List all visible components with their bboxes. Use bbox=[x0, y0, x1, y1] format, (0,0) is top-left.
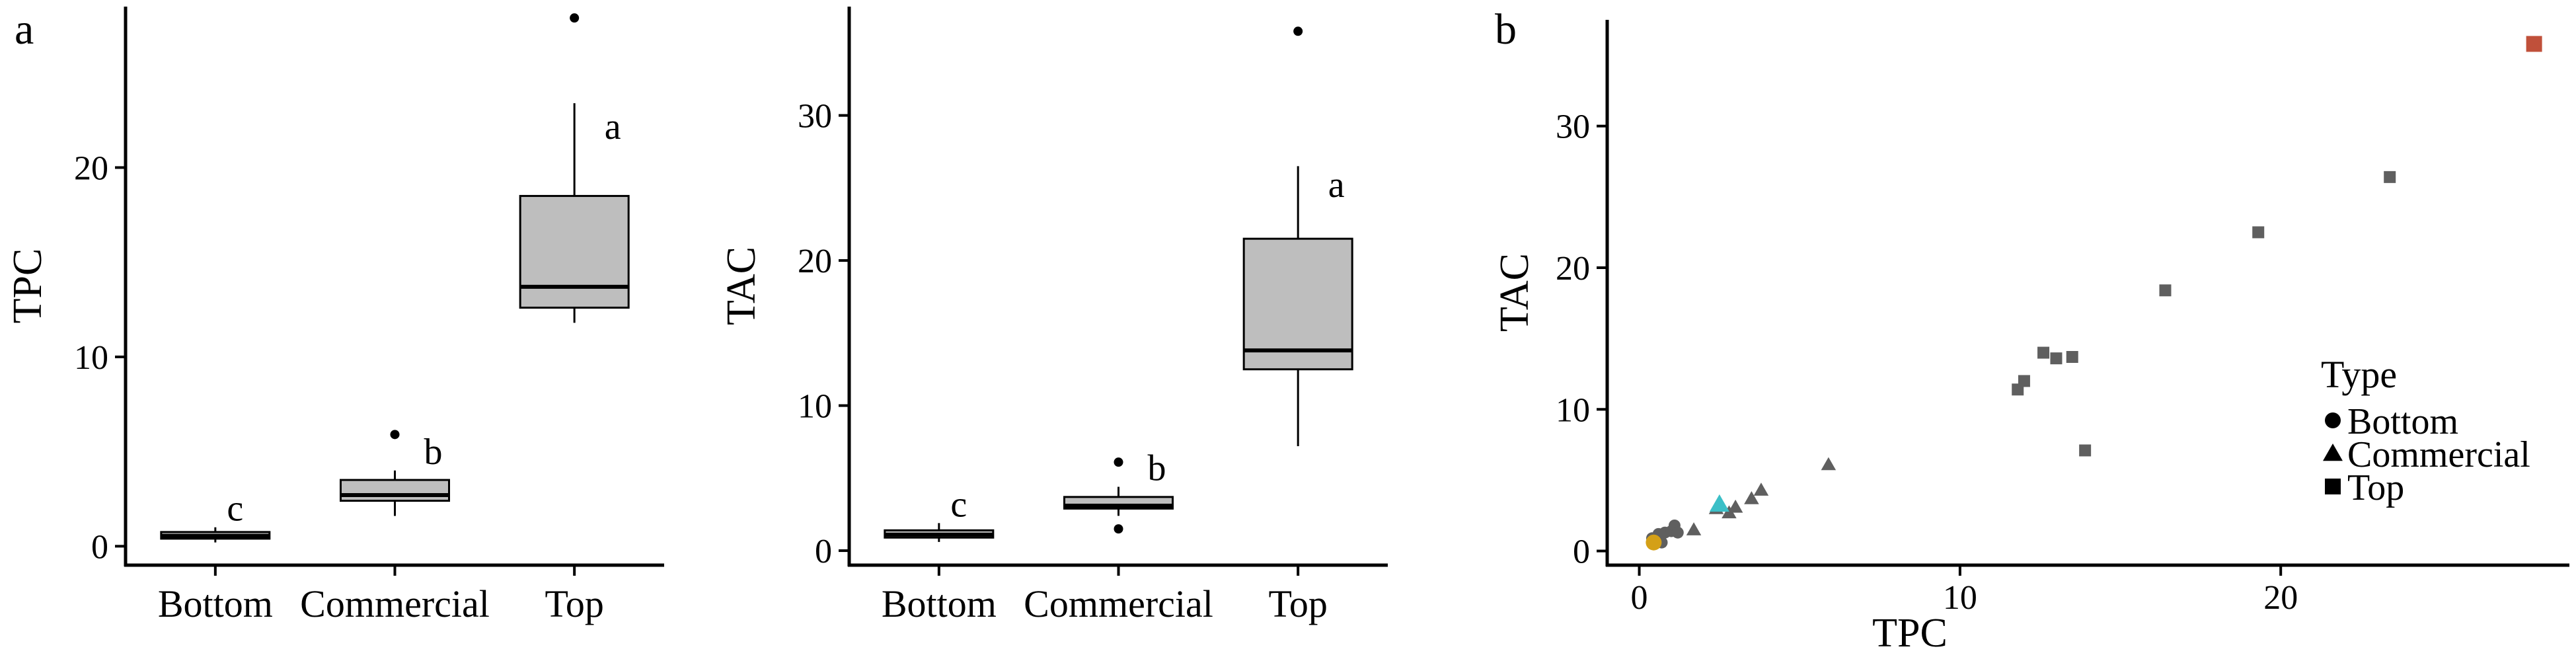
legend-title: Type bbox=[2321, 353, 2397, 396]
significance-letter: a bbox=[1328, 165, 1345, 206]
y-axis-title: TAC bbox=[1492, 253, 1537, 332]
x-category-label: Commercial bbox=[300, 582, 490, 625]
point-top bbox=[2018, 375, 2030, 387]
point-top bbox=[2159, 284, 2172, 297]
point-commercial bbox=[1744, 491, 1759, 504]
point-commercial bbox=[1709, 494, 1729, 512]
y-tick-label: 30 bbox=[798, 98, 832, 136]
significance-letter: c bbox=[950, 484, 967, 525]
y-tick-label: 20 bbox=[798, 243, 832, 280]
box-top bbox=[1242, 237, 1353, 371]
point-top bbox=[2037, 346, 2050, 359]
significance-letter: b bbox=[424, 432, 443, 473]
tpc-boxplot: 0 10 20 TPC Bottom Commercial Top c b a bbox=[5, 7, 664, 625]
legend-key-bottom bbox=[2325, 412, 2341, 428]
point-bottom bbox=[1671, 526, 1684, 539]
x-category-label: Top bbox=[545, 582, 603, 625]
x-tick-label: 20 bbox=[2263, 579, 2298, 617]
point-top bbox=[2384, 171, 2396, 183]
point-commercial bbox=[1753, 483, 1769, 496]
significance-letter: c bbox=[227, 488, 243, 529]
point-top bbox=[2079, 444, 2092, 457]
x-tick-label: 0 bbox=[1631, 579, 1648, 617]
y-axis-title: TPC bbox=[5, 249, 50, 324]
outlier-point bbox=[1293, 26, 1303, 36]
box-top bbox=[519, 194, 630, 309]
legend-key-commercial bbox=[2323, 444, 2343, 461]
tac-boxplot: 0 10 20 30 TAC Bottom Commercial Top c b a bbox=[719, 7, 1388, 625]
panel-letter-a: a bbox=[15, 5, 34, 54]
x-category-label: Bottom bbox=[882, 582, 997, 625]
tpc-tac-scatter: 0 10 20 30 0 10 20 TPC TAC Type BottomCommercialTo… bbox=[1492, 20, 2569, 656]
point-commercial bbox=[1686, 522, 1702, 535]
legend-label: Top bbox=[2347, 467, 2404, 508]
box-commercial bbox=[340, 479, 450, 502]
outlier-point bbox=[570, 13, 580, 23]
point-commercial bbox=[1821, 457, 1837, 471]
x-category-label: Top bbox=[1268, 582, 1327, 625]
outlier-point bbox=[390, 430, 400, 440]
point-commercial bbox=[1727, 499, 1743, 513]
significance-letter: a bbox=[605, 106, 621, 147]
point-bottom bbox=[1646, 534, 1662, 551]
y-tick-label: 0 bbox=[91, 528, 108, 566]
y-tick-label: 10 bbox=[798, 388, 832, 426]
y-tick-label: 10 bbox=[1556, 391, 1590, 429]
outlier-point bbox=[1114, 457, 1123, 467]
significance-letter: b bbox=[1148, 447, 1166, 488]
legend-label: Commercial bbox=[2347, 434, 2530, 475]
x-category-label: Commercial bbox=[1024, 582, 1213, 625]
x-category-label: Bottom bbox=[158, 582, 273, 625]
y-tick-label: 10 bbox=[74, 339, 108, 377]
y-tick-label: 30 bbox=[1556, 108, 1590, 146]
point-top bbox=[2252, 226, 2265, 239]
y-tick-label: 20 bbox=[74, 149, 108, 187]
x-axis-title: TPC bbox=[1872, 611, 1948, 656]
legend-label: Bottom bbox=[2347, 401, 2458, 442]
point-top bbox=[2066, 351, 2078, 363]
y-tick-label: 0 bbox=[815, 533, 832, 570]
y-tick-label: 0 bbox=[1573, 533, 1590, 571]
panel-letter-b: b bbox=[1495, 5, 1517, 54]
outlier-point bbox=[1114, 524, 1123, 534]
y-tick-label: 20 bbox=[1556, 250, 1590, 288]
point-top bbox=[2526, 36, 2542, 52]
legend-key-top bbox=[2325, 479, 2341, 494]
point-top bbox=[2050, 352, 2063, 365]
x-tick-label: 10 bbox=[1943, 579, 1977, 617]
y-axis-title: TAC bbox=[719, 247, 764, 325]
